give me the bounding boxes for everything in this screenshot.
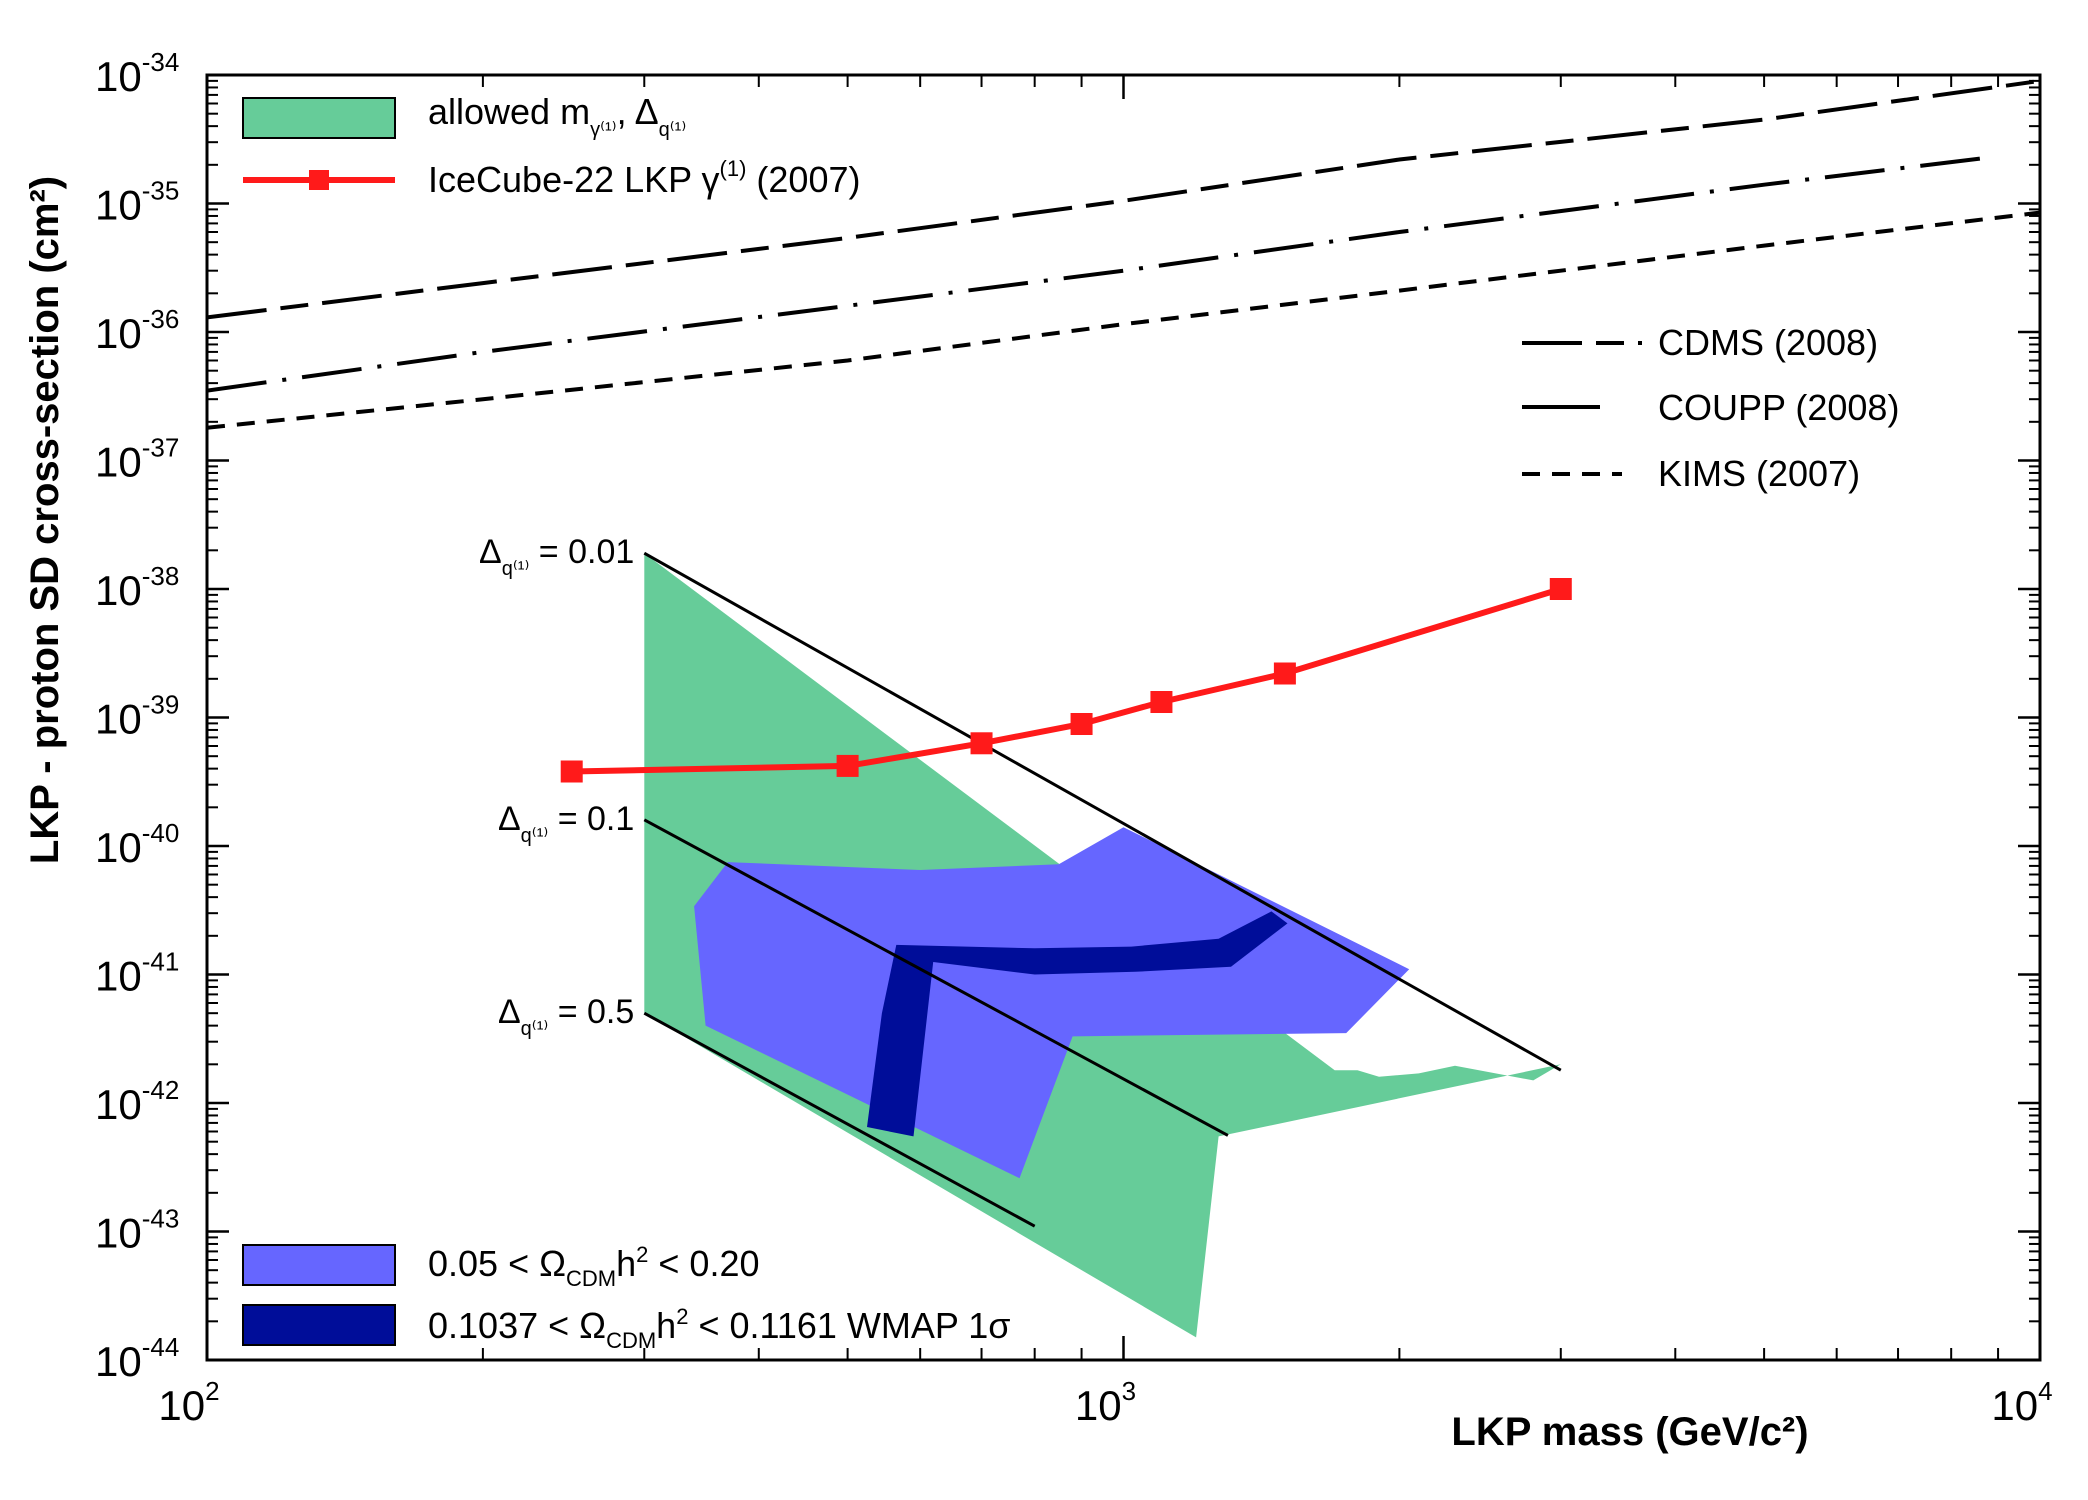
x-tick-label: 104 (1991, 1376, 2052, 1429)
x-tick-label: 103 (1075, 1376, 1136, 1429)
axis-ticks (205, 73, 2042, 1362)
legend-kims-label: KIMS (2007) (1658, 453, 1860, 494)
cdms-limit-curve (207, 78, 2040, 320)
y-tick-label: 10-36 (95, 304, 179, 357)
icecube-point (836, 754, 859, 777)
legend-wmap-swatch (242, 1304, 396, 1346)
tick-labels: 10-34 10-35 10-36 10-37 10-38 10-39 10-40 10-41… (95, 47, 2053, 1429)
delta-label: Δq⁽¹⁾ = 0.1 (498, 800, 634, 847)
y-tick-label: 10-44 (95, 1332, 179, 1385)
legend-relic-label: 0.05 < ΩCDMh2 < 0.20 (428, 1242, 760, 1291)
y-tick-label: 10-35 (95, 176, 179, 229)
legend-icecube-label: IceCube-22 LKP γ(1) (2007) (428, 156, 860, 200)
y-tick-label: 10-39 (95, 690, 179, 743)
y-tick-label: 10-41 (95, 947, 179, 1000)
icecube-point (1549, 578, 1572, 600)
delta-boundary-lines (643, 551, 1562, 1228)
experimental-limit-curves (207, 78, 2040, 430)
delta-0.01-line (643, 551, 1562, 1072)
y-tick-label: 10-40 (95, 818, 179, 871)
legend-right: CDMS (2008) COUPP (2008) KIMS (2007) (1522, 322, 1899, 494)
legend-wmap-label: 0.1037 < ΩCDMh2 < 0.1161 WMAP 1σ (428, 1304, 1011, 1353)
y-tick-label: 10-34 (95, 47, 179, 100)
legend-relic-swatch (242, 1244, 396, 1286)
icecube-point (970, 732, 993, 755)
y-tick-label: 10-38 (95, 561, 179, 614)
y-tick-label: 10-43 (95, 1204, 179, 1257)
legend-icecube-marker (309, 170, 329, 190)
icecube-point (1150, 691, 1173, 714)
legend-allowed-swatch (242, 97, 396, 139)
delta-0.1-line (643, 818, 1229, 1137)
kims-limit-curve (207, 210, 2040, 430)
icecube-point (1273, 662, 1296, 685)
icecube-point (560, 760, 583, 783)
legend-cdms-label: CDMS (2008) (1658, 322, 1878, 363)
y-axis-title: LKP - proton SD cross-section (cm²) (23, 176, 67, 864)
x-axis-title: LKP mass (GeV/c²) (1451, 1410, 1808, 1454)
x-tick-label: 102 (158, 1376, 219, 1429)
icecube-limit-series (560, 578, 1572, 783)
icecube-point (1070, 713, 1093, 736)
legend-top-left: allowed mγ⁽¹⁾, Δq⁽¹⁾ IceCube-22 LKP γ(1)… (242, 91, 860, 200)
delta-label: Δq⁽¹⁾ = 0.01 (479, 533, 634, 580)
y-tick-label: 10-37 (95, 433, 179, 486)
delta-label: Δq⁽¹⁾ = 0.5 (498, 993, 634, 1040)
legend-allowed-label: allowed mγ⁽¹⁾, Δq⁽¹⁾ (428, 91, 686, 141)
delta-0.5-line (643, 1011, 1036, 1228)
legend-bottom-left: 0.05 < ΩCDMh2 < 0.20 0.1037 < ΩCDMh2 < 0… (242, 1242, 1011, 1353)
shaded-regions (644, 553, 1561, 1338)
wmap-region (867, 911, 1288, 1137)
region-labels: Δq⁽¹⁾ = 0.01 Δq⁽¹⁾ = 0.1 Δq⁽¹⁾ = 0.5 (479, 533, 634, 1040)
coupp-limit-curve (207, 155, 1994, 393)
y-tick-label: 10-42 (95, 1075, 179, 1128)
legend-coupp-label: COUPP (2008) (1658, 387, 1899, 428)
